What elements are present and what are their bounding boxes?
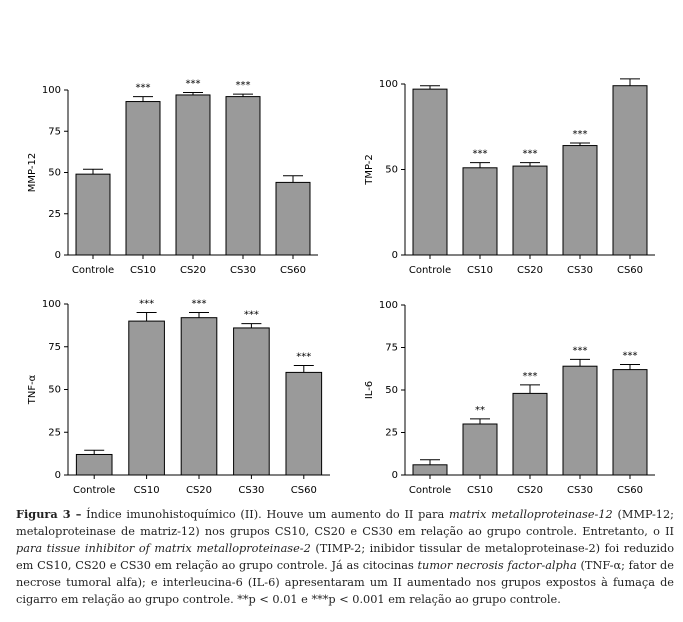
caption-segment: matrix metalloproteinase-12	[448, 508, 613, 521]
x-tick-label: CS10	[130, 265, 156, 276]
caption-segment: Figura 3 –	[16, 507, 82, 521]
y-tick-label: 75	[48, 342, 61, 353]
significance-label: **	[475, 405, 485, 416]
caption-segment: (MMP-12; metaloproteinase de matriz-12) …	[16, 508, 674, 538]
significance-label: ***	[244, 310, 259, 321]
y-axis-label: TMP-2	[364, 154, 375, 186]
bar	[562, 365, 598, 476]
x-tick-label: CS20	[180, 265, 206, 276]
y-axis-label: TNF-α	[27, 374, 38, 405]
bar	[412, 464, 448, 476]
x-tick-label: CS10	[467, 265, 493, 276]
x-tick-label: Controle	[409, 485, 451, 496]
caption: Figura 3 – Índice imunohistoquímico (II)…	[16, 506, 674, 608]
bar	[512, 392, 548, 476]
y-tick-label: 50	[48, 385, 61, 396]
y-tick-label: 50	[48, 168, 61, 179]
bar	[180, 317, 218, 476]
bar	[75, 453, 113, 476]
y-tick-label: 0	[55, 470, 61, 481]
x-tick-label: CS20	[517, 485, 543, 496]
significance-label: ***	[139, 299, 154, 310]
caption-segment: para tissue inhibitor of matrix metallop…	[16, 542, 311, 555]
x-tick-label: CS60	[617, 265, 643, 276]
significance-label: ***	[192, 299, 207, 310]
bar	[125, 101, 161, 256]
y-axis-label: MMP-12	[27, 153, 38, 192]
y-tick-label: 75	[385, 343, 398, 354]
significance-label: ***	[236, 80, 251, 91]
significance-label: ***	[623, 351, 638, 362]
bar	[462, 423, 498, 476]
x-tick-label: CS30	[567, 265, 593, 276]
x-tick-label: CS60	[291, 485, 317, 496]
x-tick-label: Controle	[409, 265, 451, 276]
bar	[462, 167, 498, 256]
bar	[562, 145, 598, 256]
significance-label: ***	[573, 129, 588, 140]
y-tick-label: 100	[42, 299, 61, 310]
bar	[285, 371, 323, 476]
bar	[128, 320, 165, 476]
significance-label: ***	[296, 352, 311, 363]
bar	[612, 369, 648, 476]
y-tick-label: 100	[379, 79, 398, 90]
y-tick-label: 50	[385, 165, 398, 176]
bar	[233, 327, 270, 476]
bar	[512, 165, 548, 256]
significance-label: ***	[523, 149, 538, 160]
bar	[612, 85, 648, 256]
significance-label: ***	[523, 371, 538, 382]
bar	[175, 94, 211, 256]
significance-label: ***	[136, 83, 151, 94]
significance-label: ***	[573, 345, 588, 356]
x-tick-label: CS20	[186, 485, 212, 496]
bar	[225, 96, 261, 256]
bar	[275, 181, 311, 256]
x-tick-label: Controle	[73, 485, 115, 496]
y-tick-label: 0	[392, 250, 398, 261]
x-tick-label: CS60	[617, 485, 643, 496]
x-tick-label: CS30	[238, 485, 264, 496]
caption-segment: (TIMP-2; inibidor tissular de metaloprot…	[16, 542, 674, 572]
x-tick-label: CS10	[134, 485, 160, 496]
y-tick-label: 0	[55, 250, 61, 261]
caption-segment: Índice imunohistoquímico (II). Houve um …	[81, 508, 449, 521]
x-tick-label: Controle	[72, 265, 114, 276]
y-axis-label: IL-6	[364, 381, 375, 399]
y-tick-label: 25	[48, 427, 61, 438]
y-tick-label: 75	[48, 126, 61, 137]
x-tick-label: CS30	[567, 485, 593, 496]
x-tick-label: CS30	[230, 265, 256, 276]
caption-segment: (TNF-α; fator de necrose tumoral alfa); …	[16, 559, 674, 606]
figure: MMP-12 0 25 50 75 100 Controle CS10 *** CS20 *** CS…	[27, 78, 655, 496]
significance-label: ***	[473, 149, 488, 160]
bar	[75, 173, 111, 256]
y-tick-label: 0	[392, 470, 398, 481]
y-tick-label: 100	[379, 300, 398, 311]
y-tick-label: 100	[42, 85, 61, 96]
bar	[412, 88, 448, 256]
y-tick-label: 25	[385, 428, 398, 439]
caption-segment: tumor necrosis factor-alpha	[417, 559, 577, 572]
x-tick-label: CS60	[280, 265, 306, 276]
y-tick-label: 25	[48, 209, 61, 220]
x-tick-label: CS20	[517, 265, 543, 276]
significance-label: ***	[186, 78, 201, 89]
y-tick-label: 50	[385, 385, 398, 396]
x-tick-label: CS10	[467, 485, 493, 496]
